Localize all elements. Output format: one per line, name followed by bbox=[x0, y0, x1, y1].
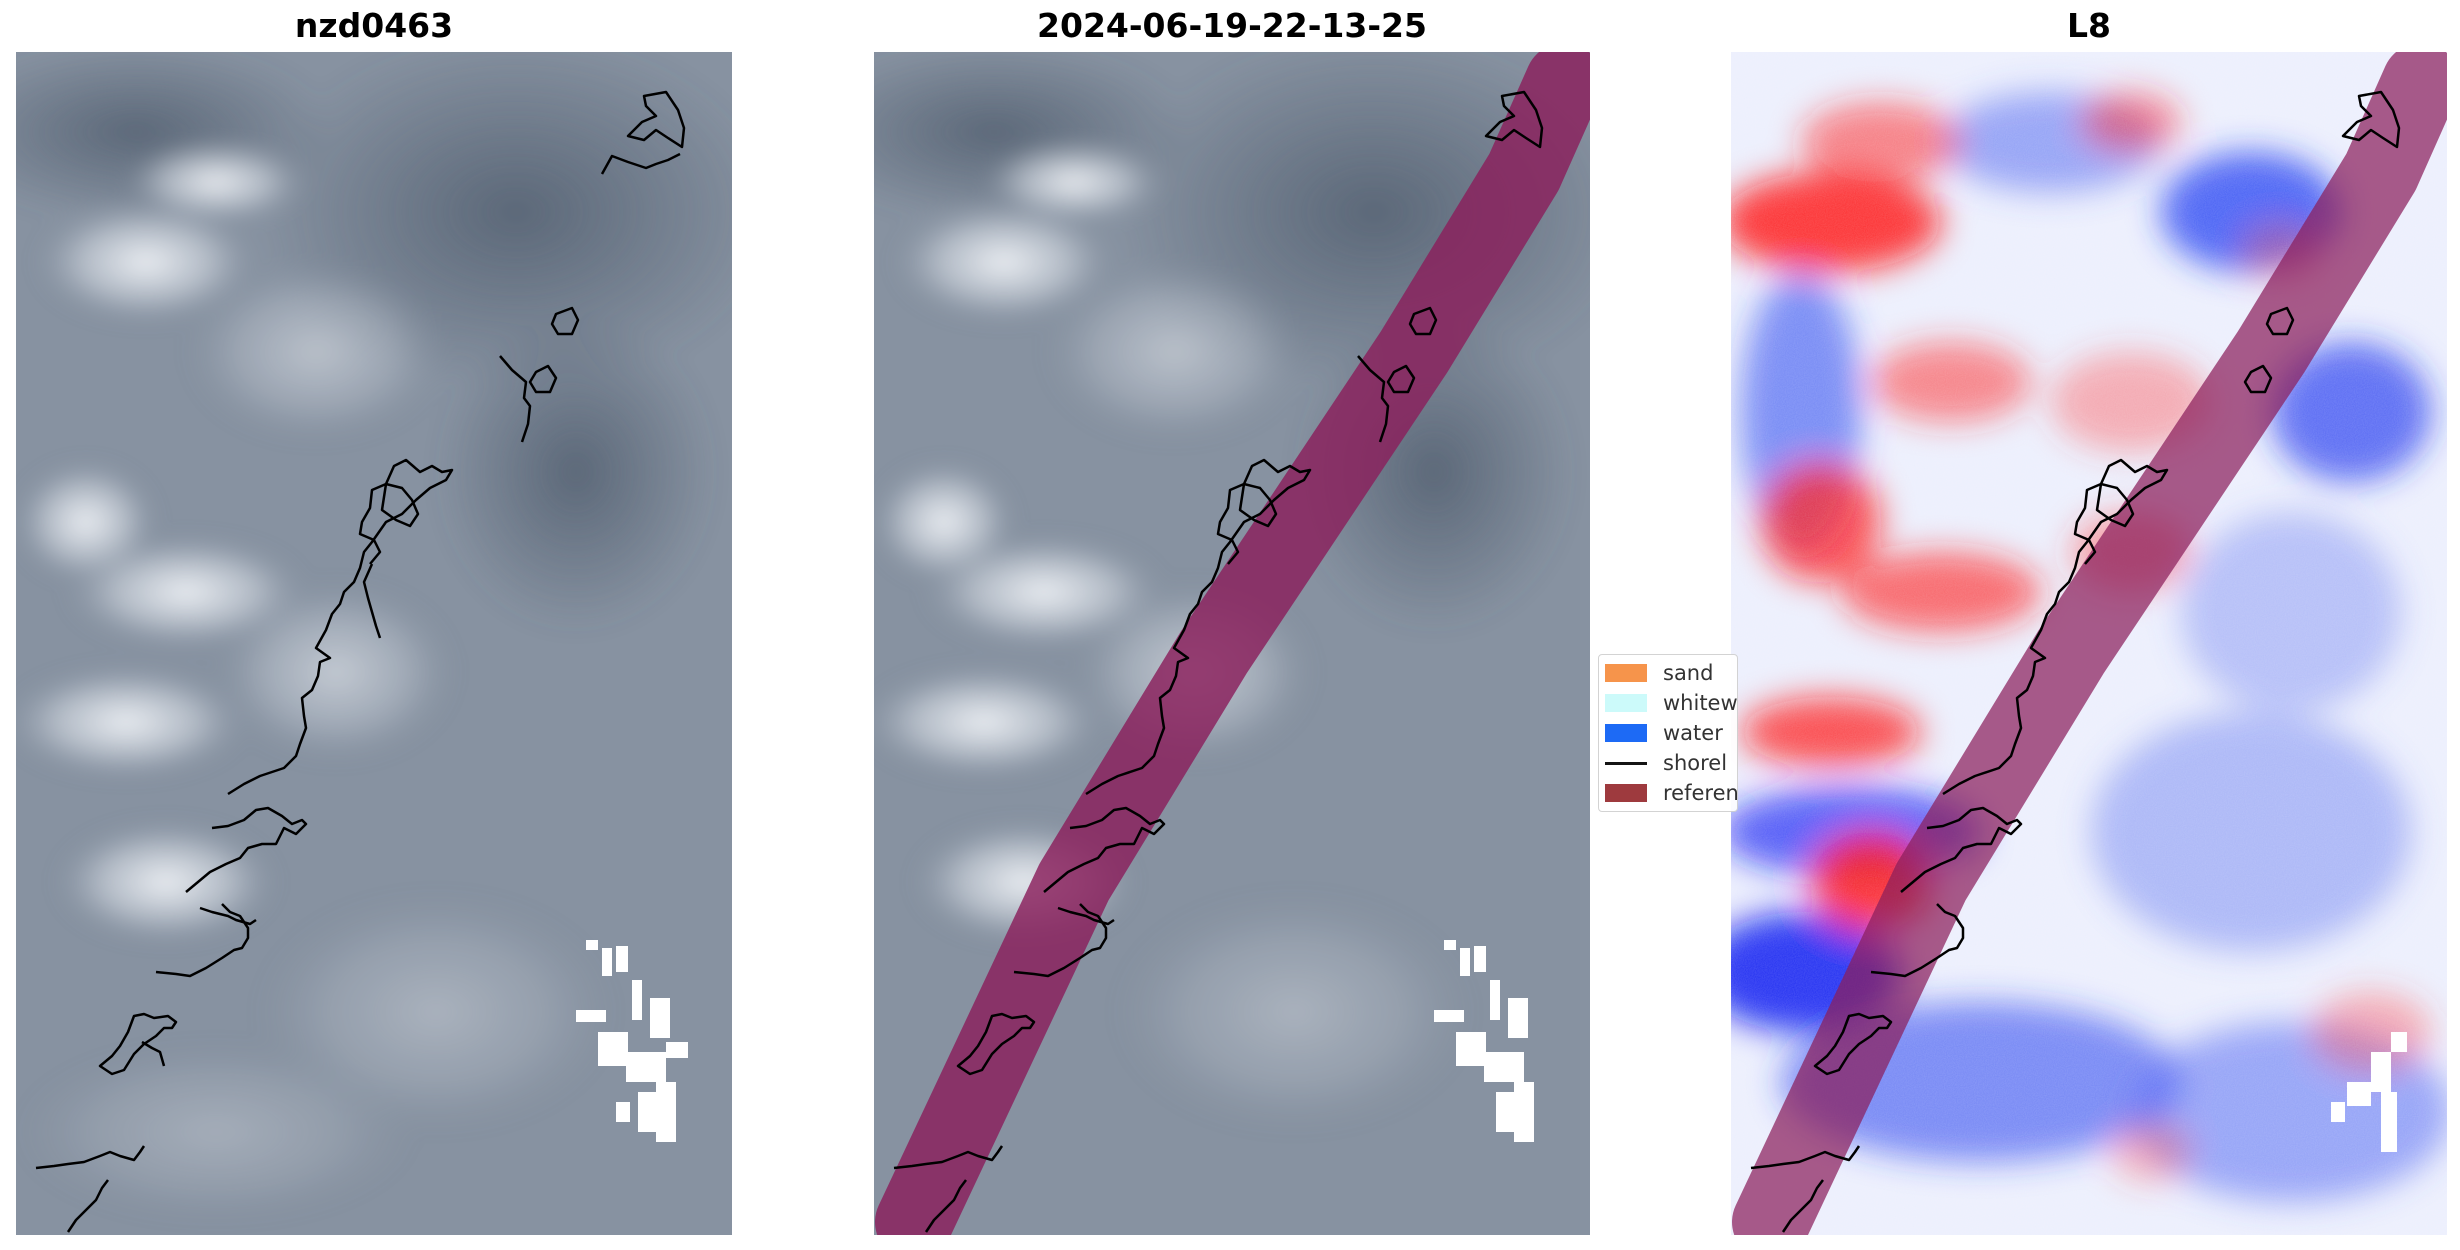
whitewater-pixels bbox=[576, 940, 688, 1142]
legend-item-whitewater: whitew bbox=[1605, 691, 1738, 715]
rgb-image bbox=[16, 52, 732, 1235]
classified-image-panel bbox=[874, 52, 1590, 1235]
rgb-image-panel bbox=[16, 52, 732, 1235]
legend-item-reference: referen bbox=[1605, 781, 1738, 805]
panel-title-left: nzd0463 bbox=[294, 6, 454, 45]
reference-swatch bbox=[1605, 784, 1647, 802]
water-swatch bbox=[1605, 724, 1647, 742]
legend-item-shoreline: shorel bbox=[1605, 751, 1727, 775]
legend-label: sand bbox=[1663, 661, 1714, 685]
legend-item-water: water bbox=[1605, 721, 1723, 745]
index-image-panel bbox=[1731, 52, 2447, 1235]
legend-label: referen bbox=[1663, 781, 1738, 805]
classified-image bbox=[874, 52, 1590, 1235]
reference-shoreline-band bbox=[875, 52, 1590, 1235]
panel-title-middle: 2024-06-19-22-13-25 bbox=[1037, 6, 1427, 45]
legend-label: whitew bbox=[1663, 691, 1738, 715]
sand-swatch bbox=[1605, 664, 1647, 682]
reference-shoreline-band bbox=[1732, 52, 2447, 1235]
legend-item-sand: sand bbox=[1605, 661, 1713, 685]
index-image bbox=[1731, 52, 2447, 1235]
whitewater-swatch bbox=[1605, 694, 1647, 712]
panel-title-right: L8 bbox=[2067, 6, 2111, 45]
shoreline-contours bbox=[35, 90, 686, 1233]
legend-label: water bbox=[1663, 721, 1723, 745]
legend-label: shorel bbox=[1663, 751, 1728, 775]
legend: sand whitew water shorel referen bbox=[1598, 654, 1738, 812]
shoreline-swatch bbox=[1605, 761, 1647, 765]
